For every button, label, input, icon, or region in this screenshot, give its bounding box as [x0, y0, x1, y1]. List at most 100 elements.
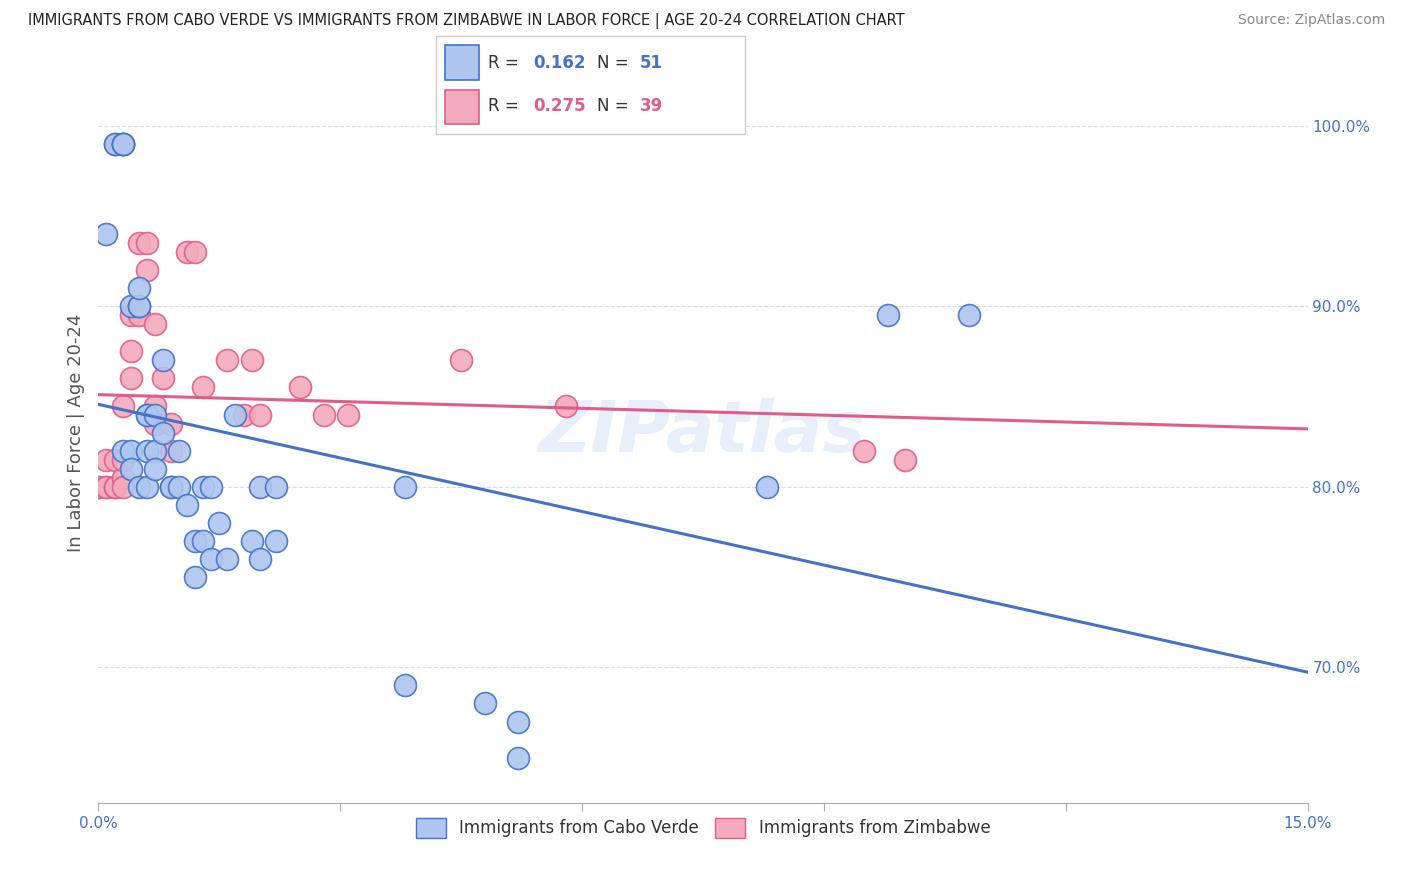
Point	[135, 480, 157, 494]
Point	[314, 408, 336, 422]
Point	[143, 399, 166, 413]
Point	[120, 371, 142, 385]
Point	[120, 443, 142, 458]
Point	[143, 461, 166, 475]
Point	[152, 371, 174, 385]
Point	[111, 136, 134, 151]
Point	[224, 408, 246, 422]
Point	[87, 480, 110, 494]
Point	[111, 136, 134, 151]
Point	[111, 471, 134, 485]
Point	[506, 750, 529, 764]
Point	[103, 452, 125, 467]
Point	[264, 533, 287, 548]
Point	[111, 136, 134, 151]
Point	[555, 399, 578, 413]
Point	[103, 480, 125, 494]
Point	[208, 516, 231, 530]
Point	[337, 408, 360, 422]
Point	[143, 417, 166, 431]
Point	[232, 408, 254, 422]
Point	[111, 136, 134, 151]
Point	[160, 417, 183, 431]
Point	[135, 443, 157, 458]
Point	[167, 443, 190, 458]
Point	[167, 480, 190, 494]
Point	[200, 480, 222, 494]
Point	[128, 299, 150, 313]
Point	[200, 552, 222, 566]
Point	[193, 533, 215, 548]
Text: 39: 39	[640, 97, 664, 115]
Point	[120, 344, 142, 359]
Text: 0.275: 0.275	[533, 97, 586, 115]
Point	[249, 480, 271, 494]
Point	[756, 480, 779, 494]
Text: IMMIGRANTS FROM CABO VERDE VS IMMIGRANTS FROM ZIMBABWE IN LABOR FORCE | AGE 20-2: IMMIGRANTS FROM CABO VERDE VS IMMIGRANTS…	[28, 13, 904, 29]
Text: ZIPatlas: ZIPatlas	[540, 398, 866, 467]
Point	[103, 136, 125, 151]
Point	[111, 480, 134, 494]
Text: R =: R =	[488, 97, 524, 115]
Point	[160, 443, 183, 458]
Point	[506, 714, 529, 729]
Point	[240, 533, 263, 548]
Point	[193, 380, 215, 394]
Point	[394, 678, 416, 692]
Point	[264, 480, 287, 494]
Point	[111, 443, 134, 458]
Point	[120, 299, 142, 313]
Point	[184, 533, 207, 548]
Point	[135, 263, 157, 277]
Point	[240, 353, 263, 368]
Point	[176, 245, 198, 260]
Point	[893, 452, 915, 467]
Point	[474, 697, 496, 711]
Point	[152, 353, 174, 368]
Text: R =: R =	[488, 54, 524, 71]
Point	[160, 480, 183, 494]
Point	[103, 480, 125, 494]
Point	[288, 380, 311, 394]
Point	[111, 399, 134, 413]
Point	[128, 308, 150, 322]
Point	[135, 408, 157, 422]
Text: N =: N =	[596, 54, 634, 71]
Point	[184, 570, 207, 584]
Text: 51: 51	[640, 54, 664, 71]
FancyBboxPatch shape	[446, 45, 479, 80]
Point	[957, 308, 980, 322]
Point	[143, 443, 166, 458]
Point	[217, 353, 239, 368]
Point	[450, 353, 472, 368]
Point	[87, 480, 110, 494]
Point	[128, 299, 150, 313]
Point	[152, 425, 174, 440]
Point	[176, 498, 198, 512]
Point	[120, 461, 142, 475]
Point	[160, 480, 183, 494]
Legend: Immigrants from Cabo Verde, Immigrants from Zimbabwe: Immigrants from Cabo Verde, Immigrants f…	[408, 809, 998, 847]
Point	[128, 281, 150, 295]
Text: 0.162: 0.162	[533, 54, 586, 71]
Point	[217, 552, 239, 566]
Point	[96, 480, 118, 494]
Point	[128, 235, 150, 250]
Point	[96, 480, 118, 494]
Point	[96, 227, 118, 241]
Point	[135, 235, 157, 250]
Point	[143, 408, 166, 422]
Point	[249, 408, 271, 422]
Point	[143, 318, 166, 332]
Point	[135, 408, 157, 422]
Point	[128, 480, 150, 494]
Point	[193, 480, 215, 494]
Point	[877, 308, 900, 322]
Point	[853, 443, 876, 458]
FancyBboxPatch shape	[446, 90, 479, 124]
Text: N =: N =	[596, 97, 634, 115]
Y-axis label: In Labor Force | Age 20-24: In Labor Force | Age 20-24	[66, 313, 84, 552]
Point	[184, 245, 207, 260]
Point	[103, 136, 125, 151]
Point	[96, 452, 118, 467]
